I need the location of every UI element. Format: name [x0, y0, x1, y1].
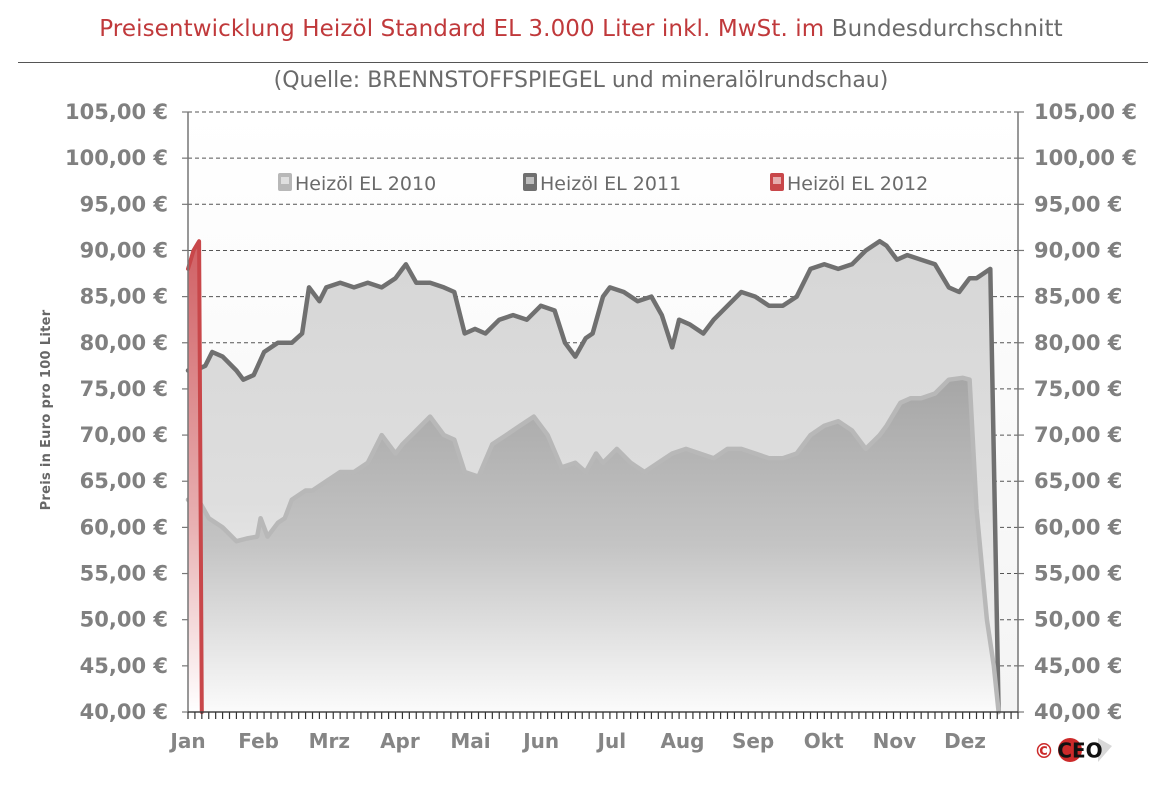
ceo-logo: © CEO	[1034, 738, 1112, 763]
x-tick-label: Nov	[873, 729, 917, 753]
y-tick-label-left: 80,00 €	[80, 331, 168, 355]
y-axis-label: Preis in Euro pro 100 Liter	[39, 309, 54, 510]
y-tick-label-right: 105,00 €	[1034, 100, 1137, 124]
y-tick-label-left: 70,00 €	[80, 423, 168, 447]
y-tick-label-left: 60,00 €	[80, 515, 168, 539]
y-tick-label-left: 45,00 €	[80, 654, 168, 678]
line-series-2	[185, 238, 1001, 715]
y-tick-label-right: 45,00 €	[1034, 654, 1122, 678]
y-tick-label-right: 55,00 €	[1034, 562, 1122, 586]
x-tick-label: Mai	[450, 729, 490, 753]
y-tick-label-left: 85,00 €	[80, 285, 168, 309]
x-tick-label: Mrz	[309, 729, 350, 753]
legend-swatch-highlight	[281, 177, 289, 184]
line-series-3	[186, 239, 204, 714]
legend-label: Heizöl EL 2011	[540, 173, 681, 195]
chart-title: Preisentwicklung Heizöl Standard EL 3.00…	[0, 16, 1162, 42]
y-tick-label-right: 75,00 €	[1034, 377, 1122, 401]
copyright-symbol: ©	[1034, 739, 1054, 763]
x-tick-label: Feb	[238, 729, 279, 753]
ceo-wordmark: CEO	[1057, 738, 1112, 763]
legend-label: Heizöl EL 2012	[787, 173, 928, 195]
title-divider	[18, 62, 1148, 63]
y-tick-label-left: 55,00 €	[80, 562, 168, 586]
y-tick-label-right: 40,00 €	[1034, 700, 1122, 724]
y-tick-label-left: 75,00 €	[80, 377, 168, 401]
y-tick-label-right: 50,00 €	[1034, 608, 1122, 632]
y-tick-label-left: 65,00 €	[80, 469, 168, 493]
y-tick-label-left: 50,00 €	[80, 608, 168, 632]
y-tick-label-left: 90,00 €	[80, 238, 168, 262]
legend-item: Heizöl EL 2010	[278, 173, 436, 195]
y-tick-label-left: 105,00 €	[65, 100, 168, 124]
legend-swatch-highlight	[773, 177, 781, 184]
y-tick-label-right: 85,00 €	[1034, 285, 1122, 309]
y-tick-label-right: 80,00 €	[1034, 331, 1122, 355]
svg-text:CEO: CEO	[1057, 739, 1102, 763]
x-tick-label: Sep	[732, 729, 774, 753]
y-tick-label-right: 65,00 €	[1034, 469, 1122, 493]
legend-item: Heizöl EL 2011	[523, 173, 681, 195]
y-tick-label-right: 70,00 €	[1034, 423, 1122, 447]
y-tick-label-left: 40,00 €	[80, 700, 168, 724]
y-tick-label-right: 100,00 €	[1034, 146, 1137, 170]
y-tick-label-left: 95,00 €	[80, 192, 168, 216]
chart-subtitle: (Quelle: BRENNSTOFFSPIEGEL und mineralöl…	[273, 68, 889, 93]
x-tick-label: Aug	[660, 729, 704, 753]
y-tick-label-right: 60,00 €	[1034, 515, 1122, 539]
chart-title-main: Preisentwicklung Heizöl Standard EL 3.00…	[99, 16, 825, 42]
y-tick-label-right: 90,00 €	[1034, 238, 1122, 262]
chart-title-region: Bundesdurchschnitt	[831, 16, 1063, 42]
legend-swatch-highlight	[526, 177, 534, 184]
x-tick-label: Jan	[168, 729, 205, 753]
x-tick-label: Jun	[521, 729, 559, 753]
x-tick-label: Okt	[804, 729, 844, 753]
y-tick-label-left: 100,00 €	[65, 146, 168, 170]
legend-item: Heizöl EL 2012	[770, 173, 928, 195]
x-tick-label: Dez	[944, 729, 986, 753]
line-series-1	[185, 375, 1001, 715]
x-tick-label: Apr	[380, 729, 420, 753]
x-tick-label: Jul	[596, 729, 627, 753]
area-series-1	[188, 377, 999, 712]
legend-label: Heizöl EL 2010	[295, 173, 436, 195]
y-tick-label-right: 95,00 €	[1034, 192, 1122, 216]
